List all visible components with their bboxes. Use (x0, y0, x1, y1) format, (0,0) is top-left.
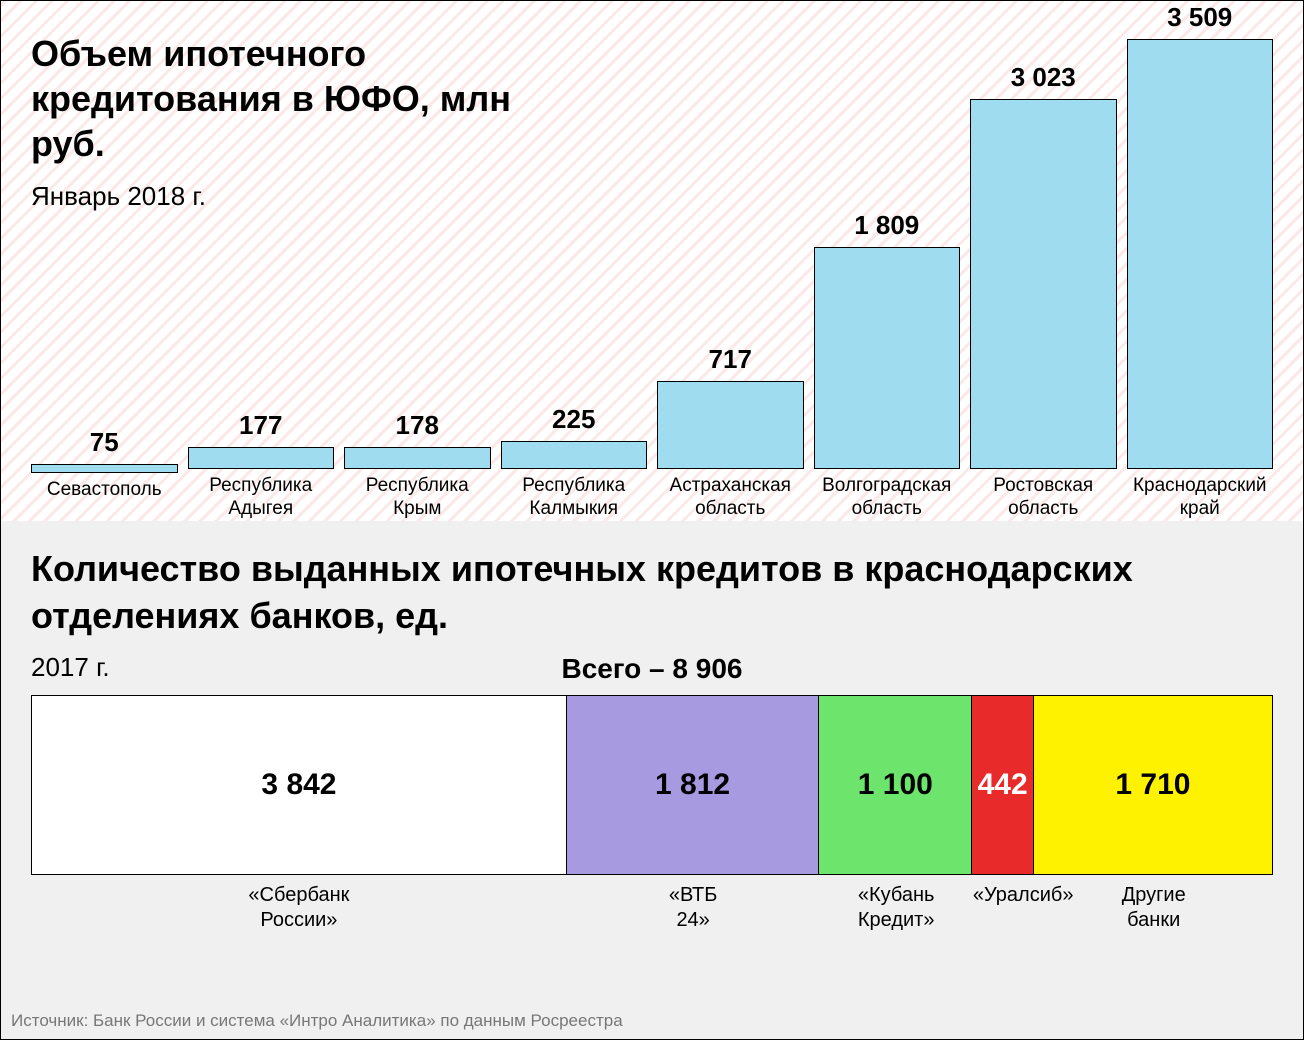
bar-label: Волгоградскаяобласть (822, 469, 951, 521)
bar-chart: 75 Севастополь 177 РеспубликаАдыгея 178 Респу… (31, 31, 1273, 521)
bar-column: 177 РеспубликаАдыгея (188, 410, 335, 521)
bar-label: Астраханскаяобласть (670, 469, 791, 521)
bar-label: РеспубликаАдыгея (209, 469, 312, 521)
stack-label: «ВТБ24» (567, 883, 820, 933)
bar-rect (970, 99, 1117, 469)
source-text: Источник: Банк России и система «Интро А… (11, 1011, 623, 1031)
bar-label: Севастополь (47, 473, 162, 521)
bar-label: РеспубликаКрым (366, 469, 469, 521)
bar-rect (657, 381, 804, 469)
stack-segment: 3 842 (32, 696, 567, 874)
stack-label: «СбербанкРоссии» (31, 883, 567, 933)
stacked-total: Всего – 8 906 (31, 653, 1273, 685)
stack-segment: 1 100 (819, 696, 972, 874)
bar-label: Ростовскаяобласть (993, 469, 1093, 521)
bottom-section: Количество выданных ипотечных кредитов в… (1, 521, 1303, 1039)
bar-value: 3 023 (1011, 62, 1076, 93)
bar-rect (188, 447, 335, 469)
bar-column: 3 023 Ростовскаяобласть (970, 62, 1117, 521)
bar-rect (344, 447, 491, 469)
bar-rect (31, 464, 178, 473)
bar-value: 225 (552, 404, 595, 435)
bar-value: 177 (239, 410, 282, 441)
bar-column: 225 РеспубликаКалмыкия (501, 404, 648, 521)
bar-value: 1 809 (854, 210, 919, 241)
bottom-title: Количество выданных ипотечных кредитов в… (31, 546, 1273, 640)
bar-column: 717 Астраханскаяобласть (657, 344, 804, 521)
bar-column: 1 809 Волгоградскаяобласть (814, 210, 961, 521)
bar-value: 717 (709, 344, 752, 375)
bar-value: 178 (396, 410, 439, 441)
infographic-container: Объем ипотечного кредитования в ЮФО, млн… (0, 0, 1304, 1040)
bar-value: 3 509 (1167, 2, 1232, 33)
bar-rect (814, 247, 961, 469)
stack-segment: 1 812 (567, 696, 819, 874)
bar-rect (501, 441, 648, 469)
stack-label: Другиебанки (1034, 883, 1272, 933)
bar-rect (1127, 39, 1274, 469)
stack-segment: 1 710 (1034, 696, 1272, 874)
stack-label: «Уралсиб» (973, 883, 1035, 933)
bar-value: 75 (90, 427, 119, 458)
stack-label: «КубаньКредит» (819, 883, 972, 933)
top-section: Объем ипотечного кредитования в ЮФО, млн… (1, 1, 1303, 521)
bar-label: Краснодарскийкрай (1133, 469, 1267, 521)
bar-label: РеспубликаКалмыкия (522, 469, 625, 521)
stacked-bar: 3 8421 8121 1004421 710 (31, 695, 1273, 875)
bar-column: 178 РеспубликаКрым (344, 410, 491, 521)
bar-column: 3 509 Краснодарскийкрай (1127, 2, 1274, 521)
stacked-labels: «СбербанкРоссии»«ВТБ24»«КубаньКредит»«Ур… (31, 883, 1273, 933)
bar-column: 75 Севастополь (31, 427, 178, 521)
stack-segment: 442 (972, 696, 1034, 874)
